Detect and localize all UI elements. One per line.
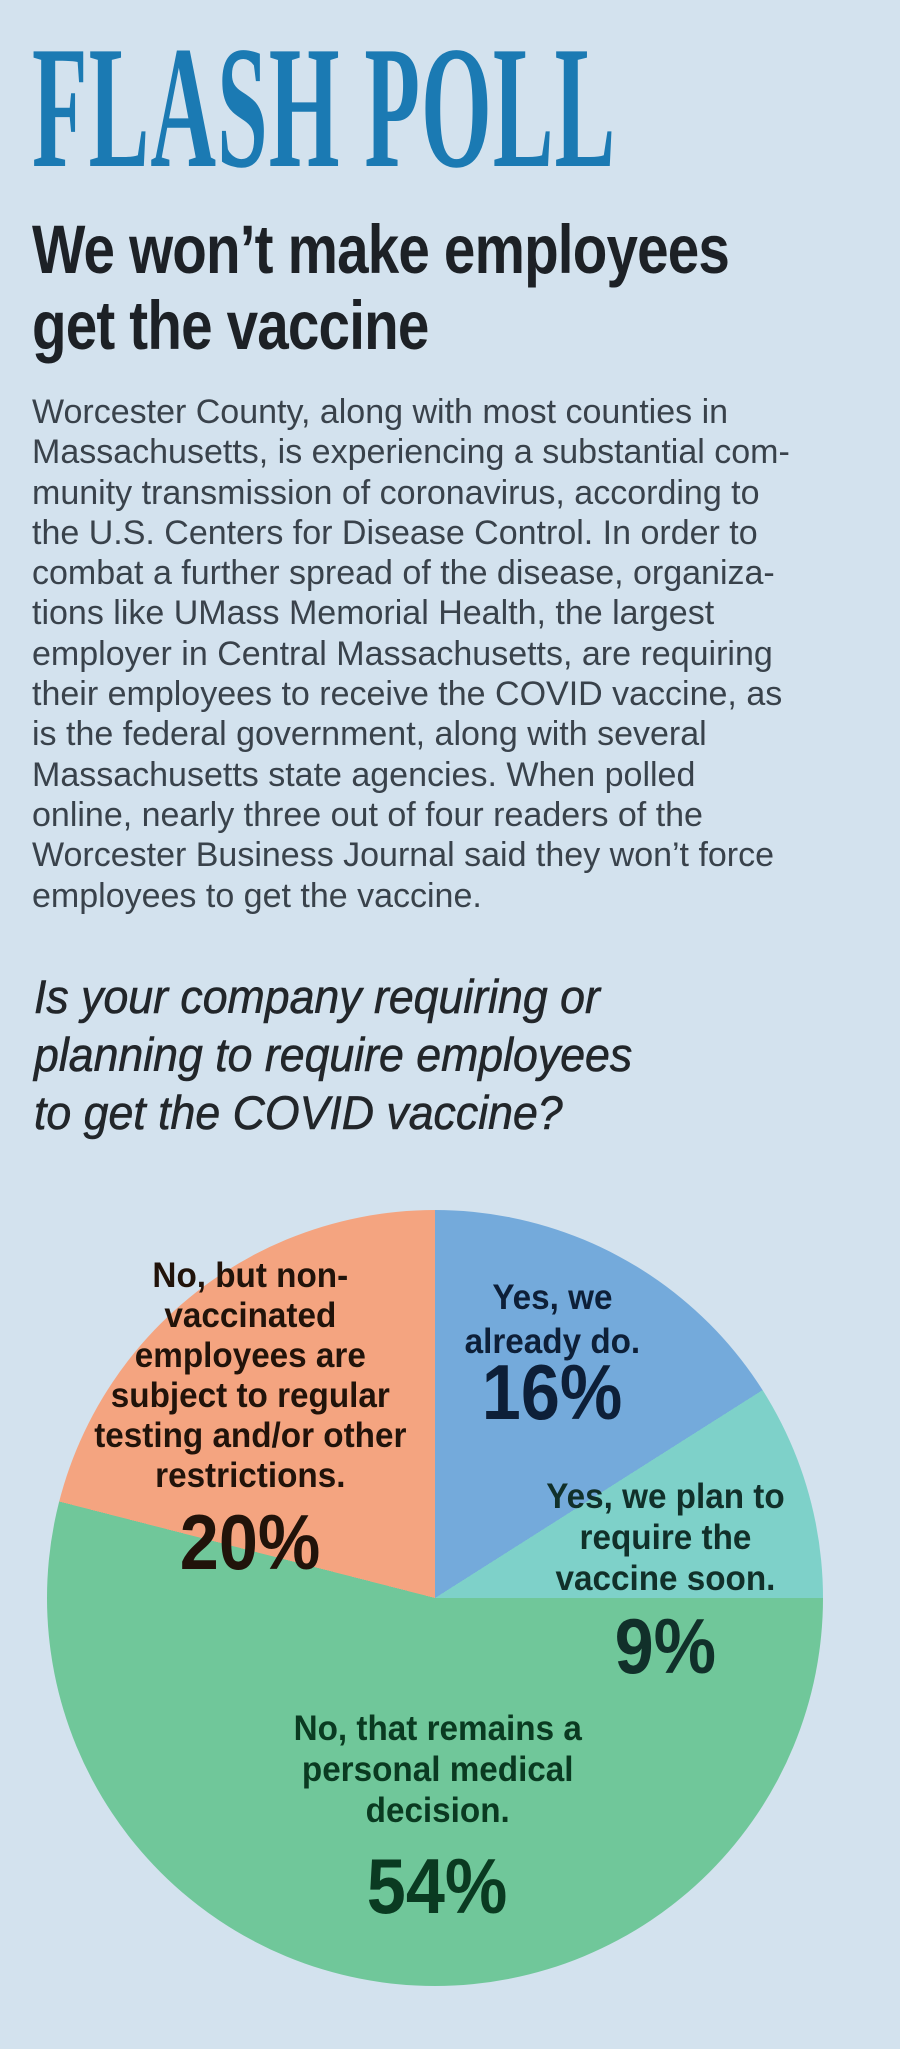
pie-value-yes-already: 16% — [415, 1352, 690, 1432]
pie-value-yes-already-text: 16% — [482, 1348, 623, 1436]
masthead-title-text: FLASH POLL — [32, 10, 617, 204]
pie-value-no-but-testing: 20% — [55, 1502, 445, 1582]
pie-value-yes-plan-text: 9% — [614, 1602, 716, 1690]
pie-label-yes-plan: Yes, we plan to require the vaccine soon. — [520, 1476, 810, 1599]
headline: We won’t make employees get the vaccine — [32, 212, 882, 364]
pie-label-yes-already-text: Yes, we already do. — [464, 1278, 641, 1361]
pie-label-no-personal: No, that remains a personal medical decisi… — [260, 1708, 615, 1831]
headline-lines: We won’t make employees get the vaccine — [32, 211, 730, 364]
pie-label-no-but-testing-text: No, but non-vaccinated employees are subje… — [93, 1256, 407, 1495]
poll-question-lines: Is your company requiring or planning to … — [34, 970, 633, 1140]
pie-chart — [47, 1210, 823, 1986]
pie-value-no-but-testing-text: 20% — [179, 1498, 321, 1586]
poll-question: Is your company requiring or planning to … — [34, 968, 664, 1142]
pie-value-no-personal: 54% — [260, 1846, 615, 1926]
pie-value-yes-plan: 9% — [520, 1606, 810, 1686]
masthead-title: FLASH POLL — [32, 20, 900, 195]
pie-label-no-but-testing: No, but non-vaccinated employees are subje… — [55, 1256, 445, 1496]
pie-label-yes-already: Yes, we already do. — [415, 1276, 690, 1364]
pie-label-no-personal-text: No, that remains a personal medical decisi… — [293, 1709, 582, 1830]
pie-label-yes-plan-text: Yes, we plan to require the vaccine soon. — [545, 1477, 785, 1598]
body-paragraph: Worcester County, along with most counti… — [32, 393, 790, 915]
pie-value-no-personal-text: 54% — [367, 1842, 508, 1930]
